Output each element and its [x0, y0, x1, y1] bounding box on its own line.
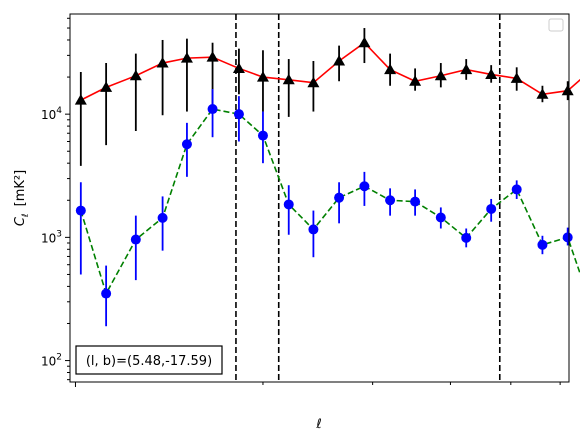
y-axis-label-main: C: [13, 216, 28, 226]
data-point: [75, 205, 86, 216]
y-tick-label: 102: [41, 353, 62, 369]
data-point: [130, 234, 141, 245]
data-point: [359, 181, 370, 192]
series-line: [80, 108, 580, 296]
data-point: [180, 52, 193, 63]
data-point: [207, 104, 218, 115]
data-point: [460, 63, 473, 75]
data-point: [510, 72, 523, 83]
data-point: [461, 232, 472, 243]
plot-frame: [69, 13, 570, 383]
data-point: [511, 184, 522, 195]
data-point: [74, 94, 87, 105]
data-point: [334, 192, 345, 203]
data-point: [232, 62, 245, 73]
y-axis-label-unit: [mK²]: [13, 170, 28, 207]
data-point: [562, 232, 573, 243]
data-point: [283, 199, 294, 210]
data-point: [385, 195, 396, 206]
y-tick-label: 104: [41, 106, 62, 122]
data-point: [410, 196, 421, 207]
vertical-lines: [235, 14, 501, 382]
data-point: [435, 212, 446, 223]
series-line: [80, 41, 580, 101]
annotation-box: (l, b)=(5.48,-17.59): [75, 345, 223, 375]
data-point: [282, 73, 295, 85]
y-tick-label: 103: [41, 229, 62, 245]
data-point: [434, 69, 447, 81]
data-point: [308, 224, 319, 235]
series-2: [75, 89, 580, 327]
data-point: [333, 55, 346, 66]
data-point: [181, 139, 192, 150]
data-point: [486, 203, 497, 214]
data-point: [536, 88, 549, 99]
data-point: [157, 212, 168, 223]
data-point: [409, 75, 422, 86]
series-1: [74, 28, 580, 166]
data-point: [206, 51, 219, 62]
y-axis-label: Cℓ [mK²]: [13, 170, 31, 226]
tick-labels: 102103104103: [41, 106, 62, 369]
data-point: [561, 84, 574, 96]
data-point: [100, 81, 113, 92]
annotation-text: (l, b)=(5.48,-17.59): [86, 354, 212, 369]
data-point: [256, 71, 269, 82]
svg-text:Cℓ[mK²]: Cℓ [mK²]: [13, 170, 31, 226]
data-point: [257, 130, 268, 141]
data-point: [537, 239, 548, 250]
data-point: [384, 63, 397, 75]
legend-box: [548, 18, 564, 32]
x-axis-label: ℓ: [315, 417, 321, 432]
data-point: [358, 36, 371, 48]
data-point: [129, 69, 142, 81]
data-point: [156, 57, 169, 68]
data-point: [485, 68, 498, 79]
data-point: [233, 109, 244, 120]
y-axis-label-sub: ℓ: [21, 213, 31, 218]
data-point: [307, 76, 320, 88]
series-group: [74, 28, 580, 327]
data-point: [101, 288, 112, 299]
